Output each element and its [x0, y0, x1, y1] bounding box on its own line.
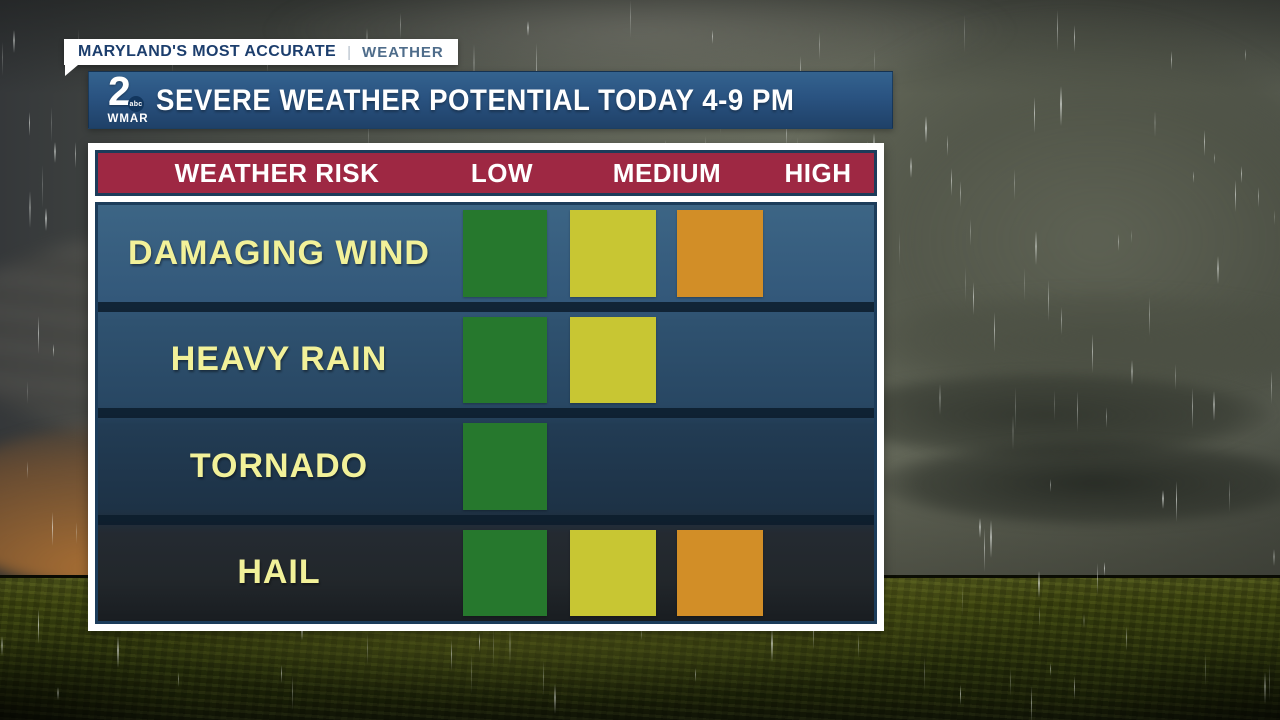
risk-blocks [98, 312, 874, 409]
badge-primary-text: MARYLAND'S MOST ACCURATE [78, 43, 336, 61]
col-header-weather-risk: WEATHER RISK [98, 153, 456, 193]
risk-block-medium [570, 530, 656, 617]
station-badge: MARYLAND'S MOST ACCURATE | WEATHER [64, 39, 458, 65]
col-header-low: LOW [456, 153, 548, 193]
risk-blocks [98, 525, 874, 622]
abc-network-icon: abc [128, 96, 144, 112]
risk-block-low [463, 317, 547, 404]
col-header-high: HIGH [762, 153, 874, 193]
tv-weather-graphic: MARYLAND'S MOST ACCURATE | WEATHER 2 abc… [0, 0, 1280, 720]
risk-block-low [463, 210, 547, 297]
risk-block-high [677, 530, 763, 617]
table-header-row: WEATHER RISK LOW MEDIUM HIGH [95, 150, 877, 196]
risk-block-high [677, 210, 763, 297]
banner-title: SEVERE WEATHER POTENTIAL TODAY 4-9 PM [156, 72, 794, 130]
risk-block-low [463, 423, 547, 510]
risk-blocks [98, 418, 874, 515]
risk-block-low [463, 530, 547, 617]
risk-block-medium [570, 210, 656, 297]
badge-divider: | [347, 44, 351, 61]
risk-row-hail: HAIL [98, 515, 874, 622]
risk-block-medium [570, 317, 656, 404]
severe-weather-risk-table: WEATHER RISK LOW MEDIUM HIGH DAMAGING WI… [88, 143, 884, 631]
badge-secondary-text: WEATHER [362, 44, 444, 61]
title-banner: 2 abc WMAR SEVERE WEATHER POTENTIAL TODA… [88, 71, 893, 129]
table-body: DAMAGING WIND HEAVY RAIN TORNADO HAIL [95, 202, 877, 624]
risk-row-damaging-wind: DAMAGING WIND [98, 205, 874, 302]
wmar-channel-2-logo: 2 abc WMAR [99, 74, 157, 128]
col-header-medium: MEDIUM [578, 153, 756, 193]
risk-row-tornado: TORNADO [98, 408, 874, 515]
logo-callsign: WMAR [99, 113, 157, 125]
risk-row-heavy-rain: HEAVY RAIN [98, 302, 874, 409]
risk-blocks [98, 205, 874, 302]
